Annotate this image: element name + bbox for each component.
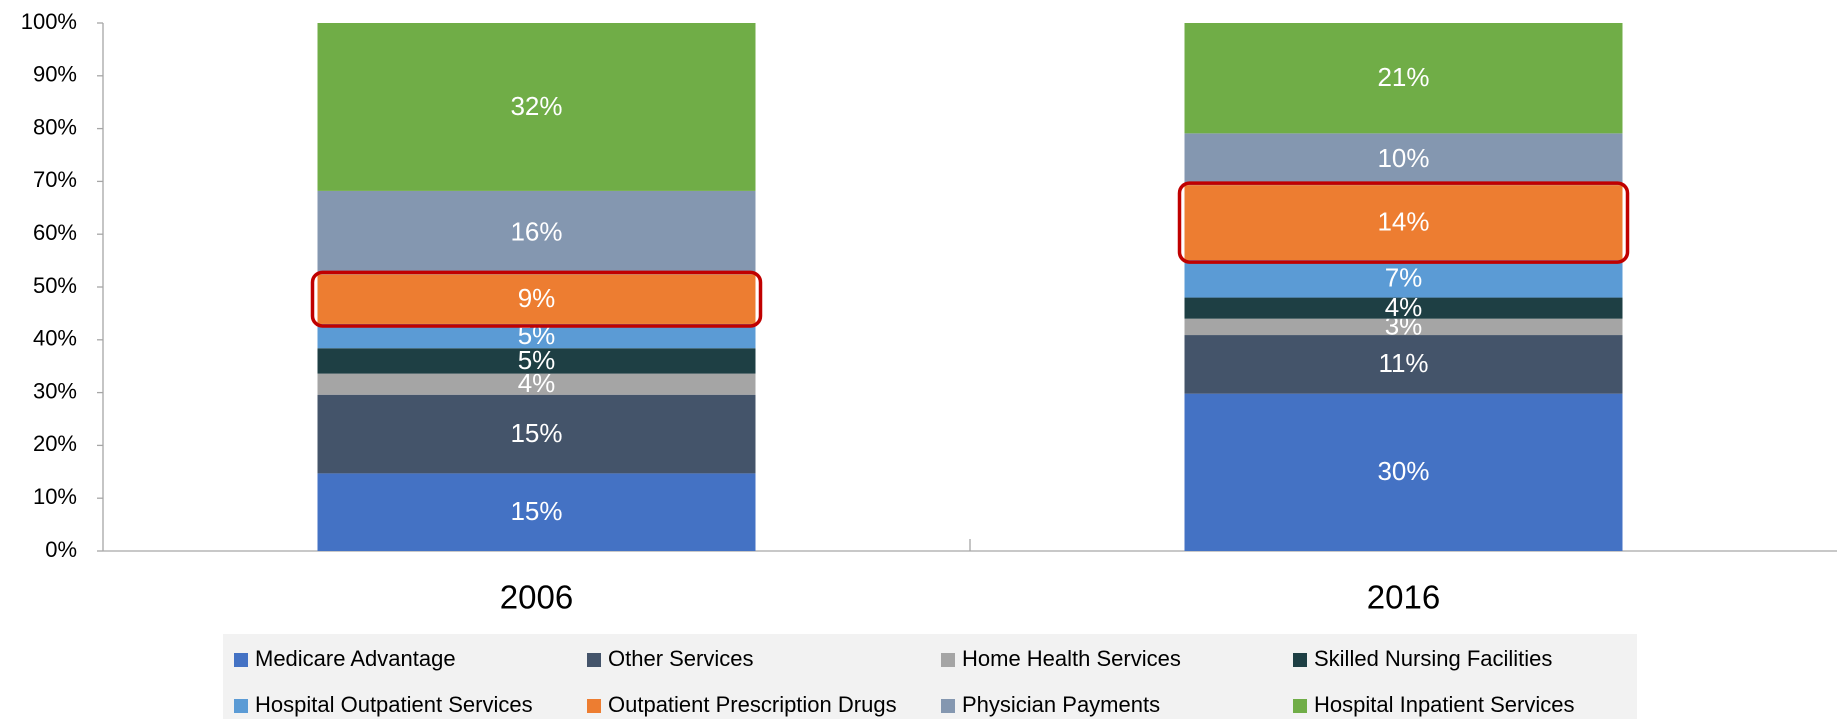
highlight-box bbox=[1177, 181, 1630, 264]
legend-label: Skilled Nursing Facilities bbox=[1314, 646, 1552, 671]
bar-segment bbox=[317, 394, 756, 474]
data-label: 32% bbox=[510, 91, 562, 121]
legend-swatch bbox=[1293, 699, 1307, 713]
bar-segment bbox=[317, 274, 756, 324]
legend-swatch bbox=[234, 699, 248, 713]
bar-segment bbox=[1184, 23, 1623, 134]
bar-segment bbox=[317, 373, 756, 395]
legend-swatch bbox=[941, 653, 955, 667]
data-label: 10% bbox=[1377, 143, 1429, 173]
bar-segment bbox=[317, 23, 756, 191]
data-label: 5% bbox=[518, 345, 556, 375]
y-tick-label: 0% bbox=[45, 537, 77, 562]
highlight-box bbox=[310, 270, 763, 328]
y-tick-label: 20% bbox=[33, 431, 77, 456]
y-tick-label: 80% bbox=[33, 114, 77, 139]
legend-label: Outpatient Prescription Drugs bbox=[608, 692, 897, 717]
y-tick-label: 100% bbox=[21, 9, 77, 34]
data-label: 14% bbox=[1377, 206, 1429, 236]
legend-label: Other Services bbox=[608, 646, 754, 671]
legend-swatch bbox=[1293, 653, 1307, 667]
bar-segment bbox=[1184, 318, 1623, 336]
legend-label: Physician Payments bbox=[962, 692, 1160, 717]
bar-segment bbox=[317, 348, 756, 374]
data-label: 11% bbox=[1378, 348, 1428, 378]
data-label: 7% bbox=[1385, 263, 1423, 293]
legend-box bbox=[223, 634, 1637, 719]
y-tick-label: 30% bbox=[33, 378, 77, 403]
bar-segment bbox=[1184, 297, 1623, 319]
y-tick-label: 10% bbox=[33, 484, 77, 509]
bar-segment bbox=[317, 473, 756, 551]
legend-label: Medicare Advantage bbox=[255, 646, 456, 671]
y-tick-label: 90% bbox=[33, 62, 77, 87]
data-label: 15% bbox=[510, 418, 562, 448]
bar-segment bbox=[1184, 335, 1623, 394]
y-tick-label: 70% bbox=[33, 167, 77, 192]
x-tick-label: 2006 bbox=[500, 579, 573, 616]
data-label: 15% bbox=[510, 496, 562, 526]
legend-swatch bbox=[587, 653, 601, 667]
y-tick-label: 60% bbox=[33, 220, 77, 245]
legend-swatch bbox=[941, 699, 955, 713]
legend-label: Hospital Outpatient Services bbox=[255, 692, 533, 717]
legend-label: Home Health Services bbox=[962, 646, 1181, 671]
data-label: 9% bbox=[518, 283, 556, 313]
bar-segment bbox=[1184, 133, 1623, 186]
legend-label: Hospital Inpatient Services bbox=[1314, 692, 1574, 717]
bar-segment bbox=[317, 323, 756, 349]
bar-segment bbox=[1184, 185, 1623, 261]
y-tick-label: 40% bbox=[33, 326, 77, 351]
y-tick-label: 50% bbox=[33, 273, 77, 298]
bar-segment bbox=[317, 190, 756, 275]
data-label: 21% bbox=[1377, 62, 1429, 92]
legend-swatch bbox=[234, 653, 248, 667]
x-tick-label: 2016 bbox=[1367, 579, 1440, 616]
legend-swatch bbox=[587, 699, 601, 713]
bar-segment bbox=[1184, 393, 1623, 551]
bar-segment bbox=[1184, 260, 1623, 298]
data-label: 16% bbox=[510, 216, 562, 246]
data-label: 30% bbox=[1377, 456, 1429, 486]
